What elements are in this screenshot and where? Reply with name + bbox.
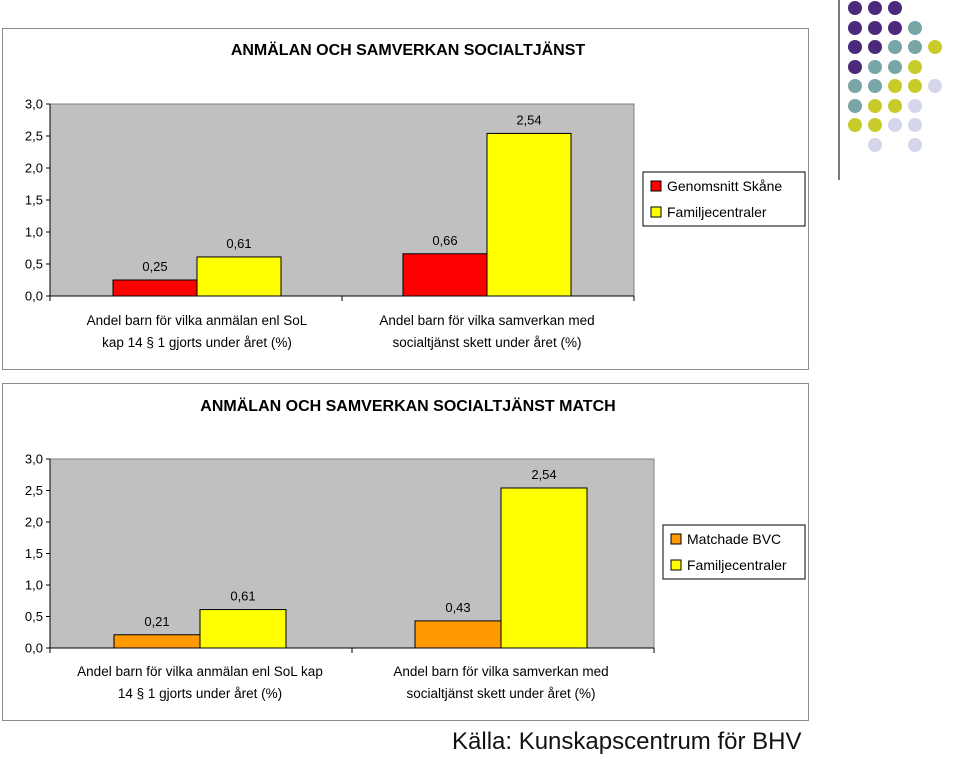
data-label: 0,61	[230, 589, 255, 604]
decorative-dot	[848, 98, 862, 113]
decorative-dot	[868, 40, 882, 54]
data-label: 0,21	[144, 614, 169, 629]
decorative-dot	[868, 98, 882, 113]
decorative-dot	[908, 59, 922, 74]
legend-swatch	[670, 533, 682, 545]
legend-label: Genomsnitt Skåne	[667, 178, 782, 194]
decorative-dot	[888, 118, 902, 132]
legend-swatch	[670, 559, 682, 571]
bar	[199, 609, 287, 649]
bar	[414, 620, 502, 649]
y-tick-label: 2,5	[25, 129, 43, 144]
legend-box	[642, 171, 806, 227]
x-category-label: Andel barn för vilka anmälan enl SoL kap	[77, 664, 323, 679]
data-label: 0,43	[445, 600, 470, 615]
decorative-dot	[848, 40, 862, 54]
legend-swatch	[650, 206, 662, 218]
decorative-dot	[868, 137, 882, 152]
bar	[196, 256, 282, 297]
y-tick-label: 2,0	[25, 161, 43, 176]
bar	[112, 279, 198, 297]
y-tick-label: 3,0	[25, 452, 43, 467]
y-tick-label: 1,5	[25, 546, 43, 561]
decorative-dot	[908, 40, 922, 54]
decorative-dot	[888, 40, 902, 54]
decorative-dot	[868, 79, 882, 93]
y-tick-label: 3,0	[25, 97, 43, 112]
decorative-dot	[908, 20, 922, 35]
legend-label: Matchade BVC	[687, 531, 781, 547]
decorative-dot	[868, 59, 882, 74]
legend-swatch	[650, 180, 662, 192]
legend: Genomsnitt Skåne Familjecentraler	[642, 171, 806, 227]
x-category-label: 14 § 1 gjorts under året (%)	[118, 686, 282, 701]
y-tick-label: 1,5	[25, 193, 43, 208]
data-label: 0,61	[226, 236, 251, 251]
decorative-dot	[928, 40, 942, 54]
decorative-dot	[908, 137, 922, 152]
x-category-label: socialtjänst skett under året (%)	[406, 686, 595, 701]
legend-box	[662, 524, 806, 580]
decorative-divider	[838, 0, 840, 180]
y-tick-label: 0,5	[25, 609, 43, 624]
y-tick-label: 0,0	[25, 641, 43, 656]
decorative-dot	[868, 1, 882, 15]
decorative-dot	[848, 1, 862, 15]
x-category-label: Andel barn för vilka samverkan med	[393, 664, 608, 679]
y-tick-label: 1,0	[25, 578, 43, 593]
decorative-dot	[848, 118, 862, 132]
y-tick-label: 2,5	[25, 483, 43, 498]
data-label: 0,25	[142, 259, 167, 274]
decorative-dot	[848, 79, 862, 93]
decorative-dot	[888, 20, 902, 35]
decorative-dot	[848, 20, 862, 35]
decorative-dot	[908, 79, 922, 93]
chart-title: ANMÄLAN OCH SAMVERKAN SOCIALTJÄNST	[231, 41, 586, 59]
decorative-dot	[908, 98, 922, 113]
legend-label: Familjecentraler	[667, 204, 767, 220]
decorative-dot	[888, 79, 902, 93]
decorative-dot	[908, 118, 922, 132]
source-caption: Källa: Kunskapscentrum för BHV	[452, 728, 802, 755]
bar	[500, 487, 588, 649]
decorative-dot	[888, 59, 902, 74]
x-category-label: socialtjänst skett under året (%)	[392, 335, 581, 350]
data-label: 2,54	[531, 467, 556, 482]
data-label: 2,54	[516, 112, 541, 127]
chart-svg: ANMÄLAN OCH SAMVERKAN SOCIALTJÄNST MATCH…	[25, 397, 806, 701]
decorative-dot	[928, 79, 942, 93]
chart-anmalan-samverkan: ANMÄLAN OCH SAMVERKAN SOCIALTJÄNST 3,0 2,5…	[2, 28, 809, 370]
y-tick-label: 2,0	[25, 515, 43, 530]
x-category-label: Andel barn för vilka samverkan med	[379, 313, 594, 328]
decorative-dot	[868, 118, 882, 132]
bar	[113, 634, 201, 649]
y-tick-label: 1,0	[25, 225, 43, 240]
decorative-dot	[888, 1, 902, 15]
data-label: 0,66	[432, 233, 457, 248]
x-category-label: kap 14 § 1 gjorts under året (%)	[102, 335, 292, 350]
bar	[402, 253, 488, 297]
decorative-dot	[868, 20, 882, 35]
decorative-dot	[848, 59, 862, 74]
bar	[486, 132, 572, 297]
chart-svg: ANMÄLAN OCH SAMVERKAN SOCIALTJÄNST 3,0 2,5…	[25, 41, 806, 350]
decorative-dot	[888, 98, 902, 113]
legend: Matchade BVC Familjecentraler	[662, 524, 806, 580]
x-category-label: Andel barn för vilka anmälan enl SoL	[87, 313, 308, 328]
chart-anmalan-samverkan-match: ANMÄLAN OCH SAMVERKAN SOCIALTJÄNST MATCH…	[2, 383, 809, 721]
legend-label: Familjecentraler	[687, 557, 787, 573]
y-tick-label: 0,0	[25, 289, 43, 304]
chart-title: ANMÄLAN OCH SAMVERKAN SOCIALTJÄNST MATCH	[200, 397, 615, 415]
y-tick-label: 0,5	[25, 257, 43, 272]
